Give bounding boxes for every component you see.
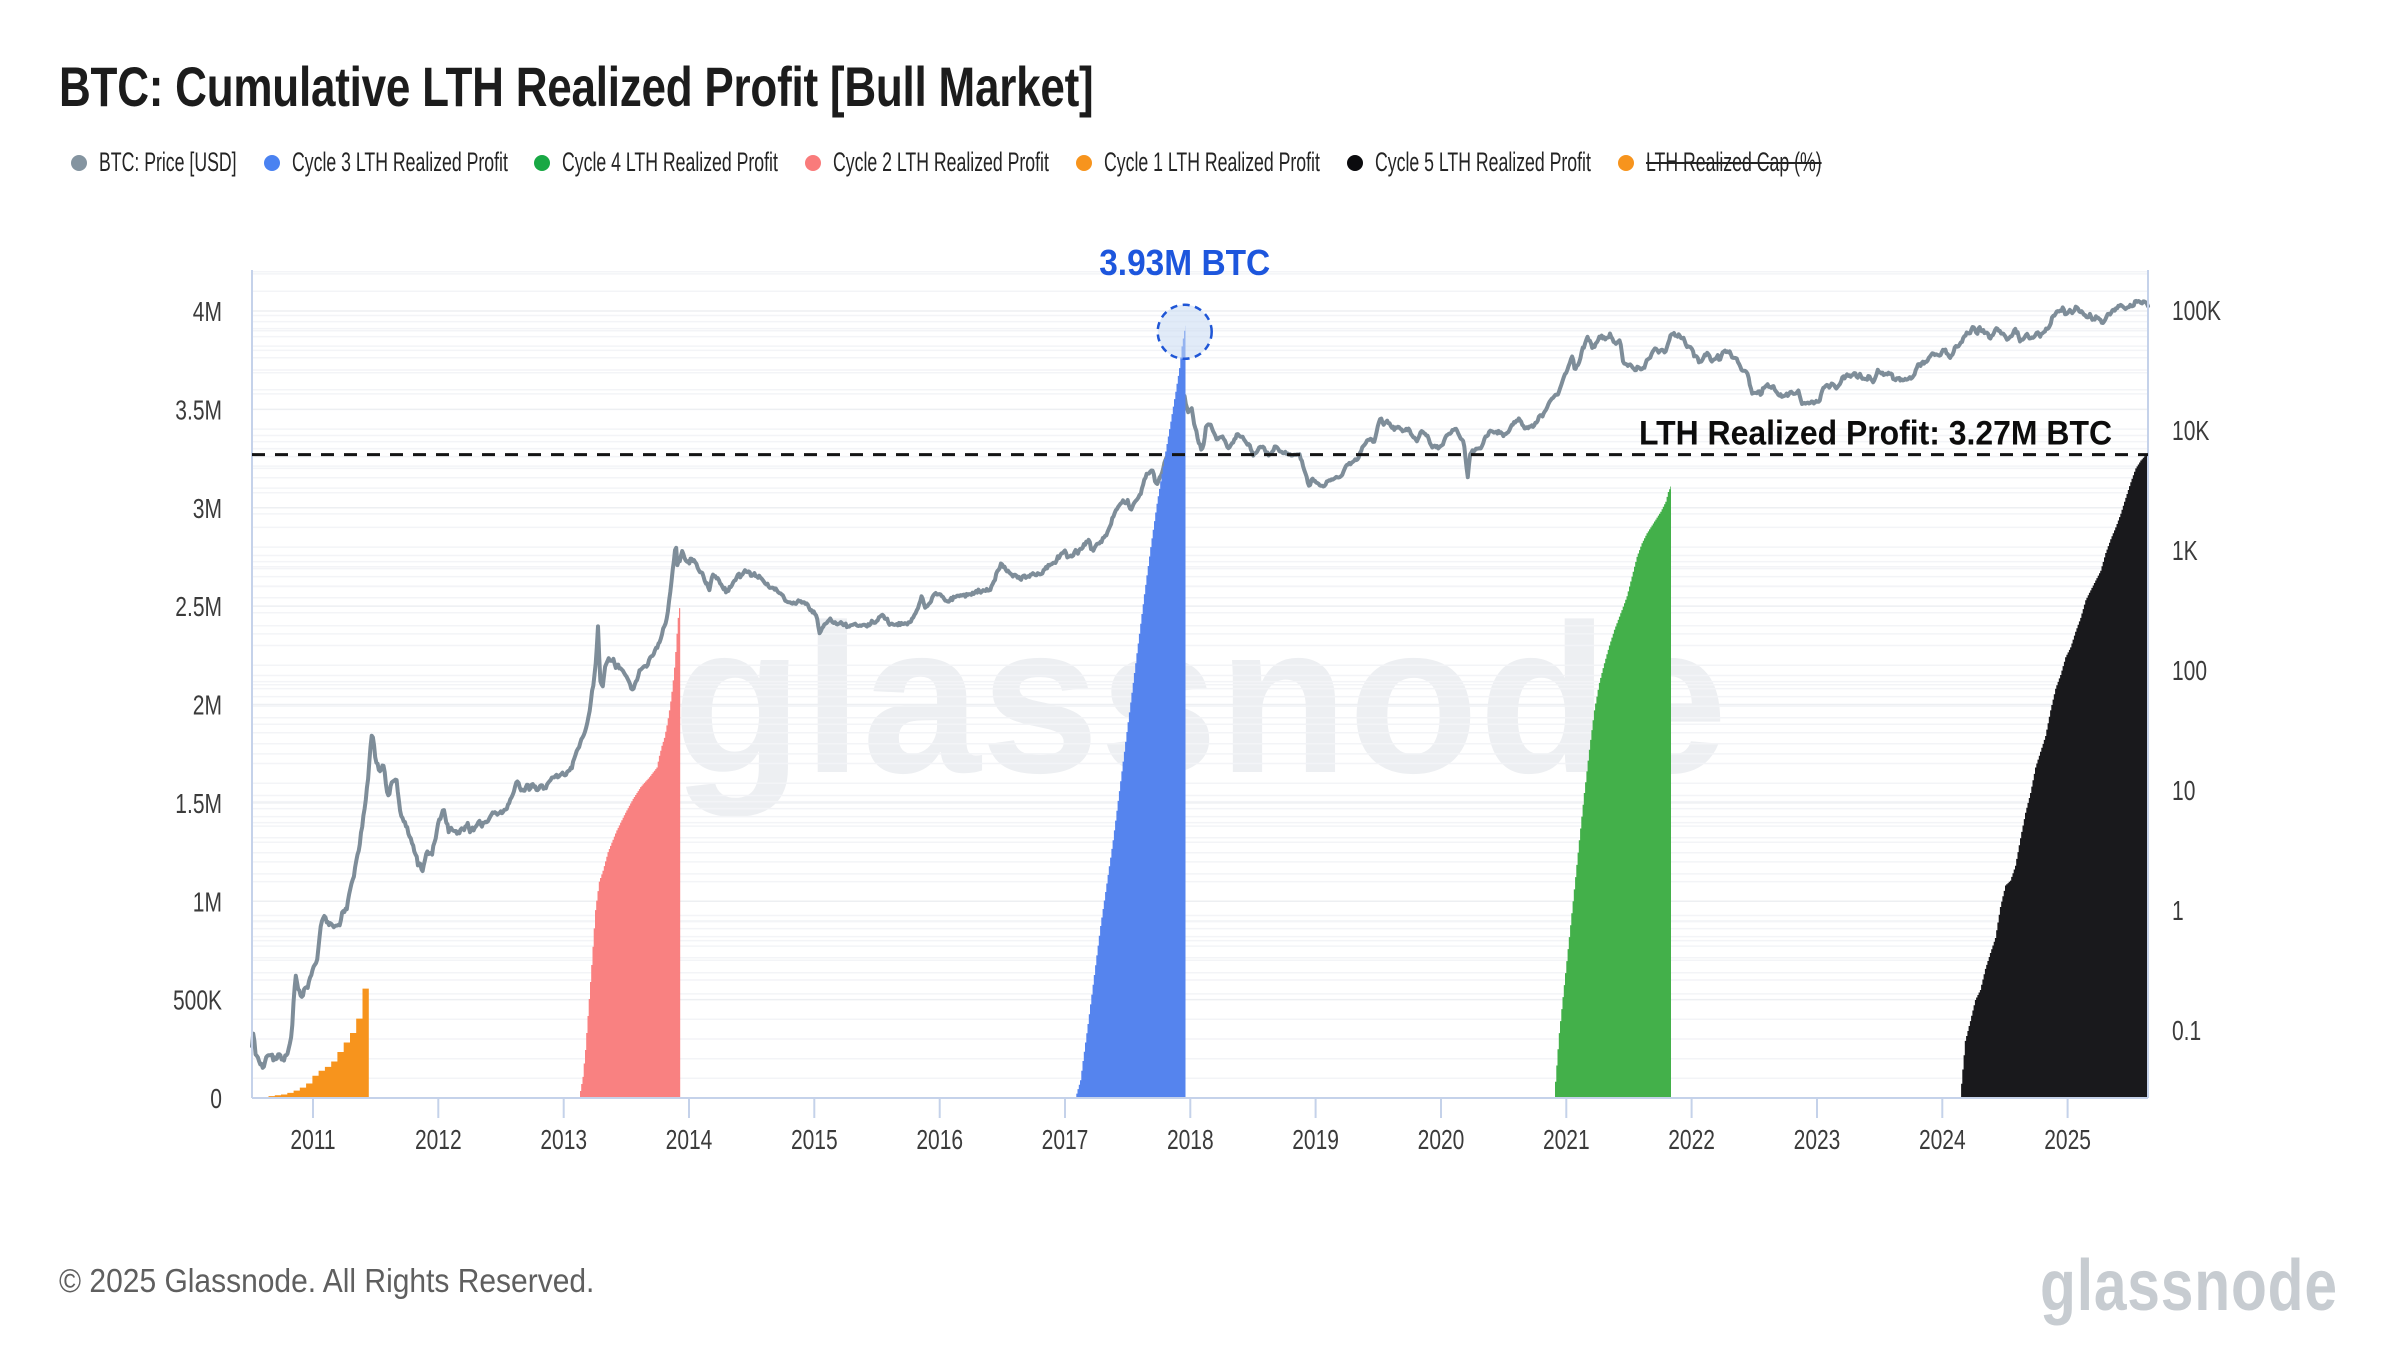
legend-item-3[interactable]: Cycle 4 LTH Realized Profit — [534, 147, 778, 178]
peak-annotation-circle — [1156, 303, 1213, 361]
cycle3-area — [1075, 324, 1186, 1098]
legend-item-label: Cycle 3 LTH Realized Profit — [291, 147, 508, 177]
y-axis-right-label: 0.1 — [2172, 1015, 2201, 1046]
y-axis-left-label: 3.5M — [175, 394, 222, 425]
y-axis-right-label: 10 — [2172, 775, 2195, 806]
legend-dot-icon — [1347, 154, 1364, 171]
x-axis-label: 2013 — [540, 1124, 587, 1155]
x-axis-label: 2023 — [1794, 1124, 1841, 1155]
x-axis-label: 2012 — [415, 1124, 462, 1155]
legend-dot-icon — [805, 154, 822, 171]
legend: BTC: Price [USD] Cycle 3 LTH Realized Pro… — [71, 147, 1822, 178]
x-axis-label: 2022 — [1668, 1124, 1715, 1155]
x-axis-label: 2016 — [916, 1124, 963, 1155]
glassnode-logo: glassnode — [2040, 1246, 2338, 1326]
y-axis-left-label: 500K — [173, 985, 222, 1016]
x-axis-label: 2019 — [1292, 1124, 1339, 1155]
legend-item-label: Cycle 2 LTH Realized Profit — [833, 147, 1050, 177]
y-axis-left-label: 1M — [193, 886, 222, 917]
legend-item-2[interactable]: Cycle 3 LTH Realized Profit — [263, 147, 508, 178]
y-axis-left-label: 4M — [193, 296, 222, 327]
price-line-series — [250, 298, 2150, 1070]
page-title: BTC: Cumulative LTH Realized Profit [Bul… — [59, 55, 1094, 118]
legend-item-7[interactable]: LTH Realized Cap (%) — [1618, 147, 1822, 178]
footer-copyright: © 2025 Glassnode. All Rights Reserved. — [59, 1262, 595, 1299]
legend-item-5[interactable]: Cycle 1 LTH Realized Profit — [1076, 147, 1320, 178]
x-axis-label: 2018 — [1167, 1124, 1214, 1155]
legend-item-label: LTH Realized Cap (%) — [1646, 147, 1822, 177]
y-axis-left-label: 3M — [193, 493, 222, 524]
legend-item-4[interactable]: Cycle 2 LTH Realized Profit — [805, 147, 1049, 178]
x-axis-label: 2020 — [1418, 1124, 1465, 1155]
legend-item-1[interactable]: BTC: Price [USD] — [71, 147, 237, 178]
legend-item-label: BTC: Price [USD] — [99, 147, 237, 177]
y-axis-right-label: 1 — [2172, 895, 2184, 926]
peak-annotation-label: 3.93M BTC — [1099, 242, 1270, 283]
y-axis-right-label: 100K — [2172, 295, 2221, 326]
x-axis-label: 2011 — [290, 1124, 335, 1155]
x-axis-label: 2017 — [1042, 1124, 1089, 1155]
legend-dot-icon — [1076, 154, 1093, 171]
x-axis-label: 2024 — [1919, 1124, 1966, 1155]
x-axis-label: 2014 — [666, 1124, 713, 1155]
legend-item-label: Cycle 1 LTH Realized Profit — [1104, 147, 1321, 177]
legend-item-6[interactable]: Cycle 5 LTH Realized Profit — [1347, 147, 1591, 178]
y-axis-right-label: 1K — [2172, 535, 2198, 566]
cycle2-area — [578, 604, 681, 1098]
x-axis-label: 2015 — [791, 1124, 838, 1155]
y-axis-right-label: 100 — [2172, 655, 2207, 686]
watermark: glassnode — [673, 580, 1728, 817]
x-axis-label: 2021 — [1543, 1124, 1590, 1155]
legend-item-label: Cycle 5 LTH Realized Profit — [1375, 147, 1592, 177]
y-axis-left-label: 2.5M — [175, 591, 222, 622]
x-axis-label: 2025 — [2044, 1124, 2091, 1155]
cycle4-area — [1553, 485, 1671, 1099]
legend-dot-icon — [71, 154, 87, 171]
cycle5-area — [1959, 454, 2148, 1099]
legend-dot-icon — [534, 154, 551, 171]
y-axis-right-label: 10K — [2172, 415, 2210, 446]
y-axis-left-label: 2M — [193, 690, 222, 721]
legend-dot-icon — [263, 154, 280, 171]
lth-profit-label: LTH Realized Profit: 3.27M BTC — [1639, 415, 2112, 453]
y-axis-left-label: 1.5M — [175, 788, 222, 819]
legend-dot-icon — [1618, 154, 1635, 171]
legend-item-label: Cycle 4 LTH Realized Profit — [562, 147, 779, 177]
y-axis-left-label: 0 — [210, 1083, 222, 1114]
cycle1-area — [256, 962, 369, 1098]
